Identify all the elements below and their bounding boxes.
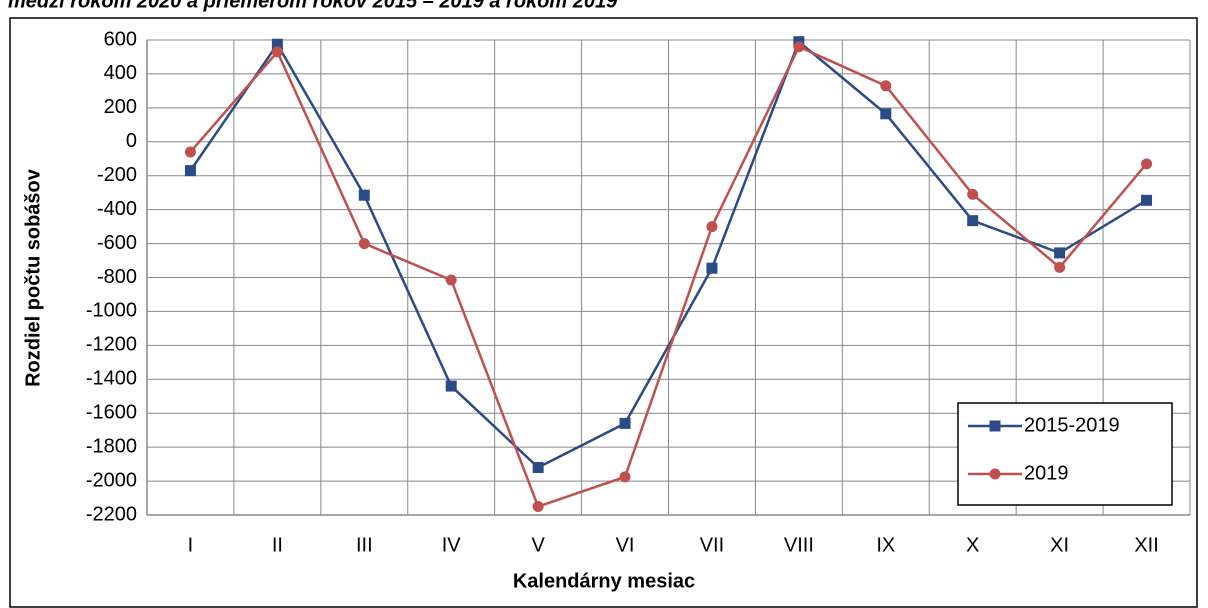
x-tick-label: II — [272, 534, 283, 556]
data-point — [1141, 194, 1153, 206]
y-tick-label: 0 — [126, 130, 137, 152]
y-tick-label: -800 — [97, 266, 137, 288]
chart-frame — [9, 17, 1198, 608]
data-point — [358, 189, 370, 201]
x-tick-label: V — [531, 534, 545, 556]
data-point — [532, 462, 544, 473]
data-point — [271, 46, 283, 58]
x-tick-label: III — [356, 534, 373, 556]
y-tick-label: -1200 — [86, 334, 137, 356]
y-tick-label: -200 — [97, 164, 137, 186]
x-tick-label: I — [188, 534, 194, 556]
data-point — [793, 41, 805, 53]
legend-label: 2015-2019 — [1024, 414, 1120, 436]
series-line — [189, 39, 1148, 470]
y-tick-label: -600 — [97, 232, 137, 254]
data-point — [532, 501, 544, 513]
x-tick-label: IV — [442, 534, 462, 556]
y-tick-label: -400 — [97, 198, 137, 220]
legend-box — [957, 402, 1173, 506]
data-point — [1054, 261, 1066, 273]
data-point — [967, 215, 979, 227]
x-tick-label: X — [966, 534, 979, 556]
legend-marker — [989, 468, 1001, 480]
chart-title: medzi rokom 2020 a priemerom rokov 2015 … — [8, 0, 618, 12]
y-tick-label: -2200 — [86, 503, 137, 525]
x-tick-label: XI — [1050, 534, 1069, 556]
y-tick-label: -2000 — [86, 469, 137, 491]
x-tick-label: VIII — [784, 534, 814, 556]
y-tick-label: 200 — [104, 96, 137, 118]
data-point — [619, 471, 631, 483]
data-point — [271, 38, 283, 50]
x-axis-label: Kalendárny mesiac — [513, 570, 695, 592]
data-point — [1141, 158, 1153, 170]
data-point — [445, 274, 457, 286]
data-point — [880, 80, 892, 92]
series-line — [189, 45, 1148, 509]
x-tick-label: VI — [616, 534, 635, 556]
data-point — [967, 188, 979, 200]
data-point — [445, 380, 457, 392]
legend-marker — [989, 420, 1001, 432]
data-point — [619, 417, 631, 429]
x-tick-label: IX — [876, 534, 895, 556]
legend-label: 2019 — [1024, 462, 1069, 484]
data-point — [880, 108, 892, 120]
y-tick-label: -1600 — [86, 401, 137, 423]
y-tick-label: -1000 — [86, 300, 137, 322]
data-point — [184, 165, 196, 177]
y-tick-label: -1800 — [86, 435, 137, 457]
x-tick-label: XII — [1134, 534, 1158, 556]
data-point — [1054, 247, 1066, 259]
y-axis-label: Rozdiel počtu sobášov — [22, 168, 44, 387]
y-tick-label: 400 — [104, 62, 137, 84]
data-point — [358, 238, 370, 250]
y-tick-label: 600 — [104, 28, 137, 50]
y-tick-label: -1400 — [86, 368, 137, 390]
x-tick-label: VII — [700, 534, 724, 556]
data-point — [706, 221, 718, 233]
data-point — [184, 146, 196, 158]
data-point — [706, 262, 718, 274]
